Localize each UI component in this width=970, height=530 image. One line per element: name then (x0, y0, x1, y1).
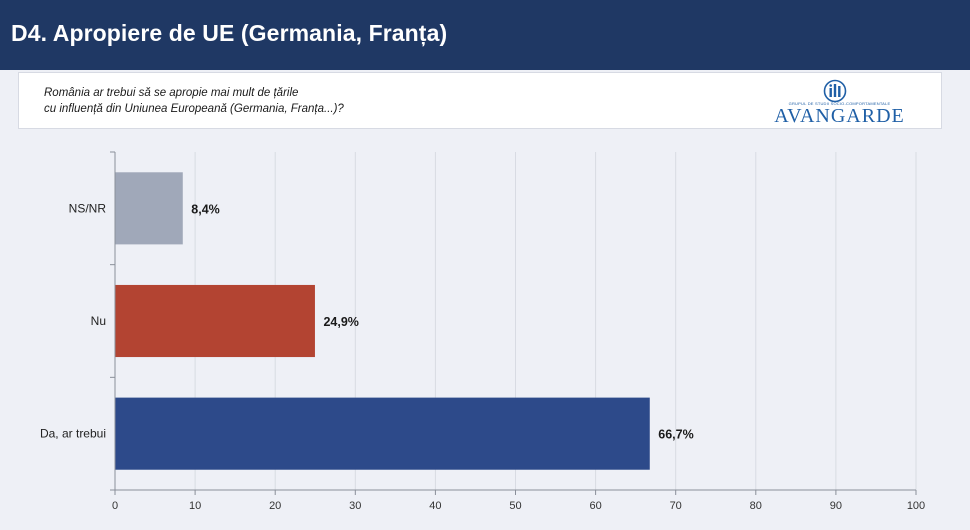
value-label-2: 66,7% (658, 428, 693, 442)
category-label-0: NS/NR (69, 201, 107, 215)
value-label-0: 8,4% (191, 202, 220, 216)
x-tick-label-8: 80 (750, 500, 762, 512)
logo-wordmark: AVANGARDE (774, 105, 905, 127)
x-tick-label-0: 0 (112, 500, 118, 512)
bar-0 (115, 172, 183, 245)
x-tick-label-2: 20 (269, 500, 281, 512)
x-tick-label-9: 90 (830, 500, 842, 512)
x-tick-label-5: 50 (509, 500, 521, 512)
bar-chart: 0 10 20 30 40 50 60 70 80 90 100 NS/NR 8,4% Nu 24,9% Da… (40, 151, 925, 512)
x-tick-label-1: 10 (189, 500, 201, 512)
x-tick-label-10: 100 (907, 500, 925, 512)
avangarde-logo: GRUPUL DE STUDII SOCIO-COMPORTAMENTALE A… (767, 79, 912, 127)
question-text: România ar trebui să se apropie mai mult… (44, 85, 344, 117)
logo-mark-icon (823, 79, 847, 103)
bar-2 (115, 397, 650, 470)
value-label-1: 24,9% (323, 315, 358, 329)
page-title: D4. Apropiere de UE (Germania, Franța) (11, 20, 448, 46)
category-label-1: Nu (91, 314, 106, 328)
logo-tagline: GRUPUL DE STUDII SOCIO-COMPORTAMENTALE (788, 101, 891, 106)
x-tick-label-4: 40 (429, 500, 441, 512)
bar-1 (115, 284, 315, 358)
question-box: România ar trebui să se apropie mai mult… (18, 72, 942, 129)
x-tick-label-6: 60 (589, 500, 601, 512)
question-line-1: România ar trebui să se apropie mai mult… (44, 87, 299, 99)
x-tick-label-7: 70 (670, 500, 682, 512)
x-tick-label-3: 30 (349, 500, 361, 512)
page-header: D4. Apropiere de UE (Germania, Franța) (0, 0, 970, 70)
question-line-2: cu influență din Uniunea Europeană (Germ… (44, 103, 344, 115)
category-label-2: Da, ar trebui (40, 427, 106, 441)
